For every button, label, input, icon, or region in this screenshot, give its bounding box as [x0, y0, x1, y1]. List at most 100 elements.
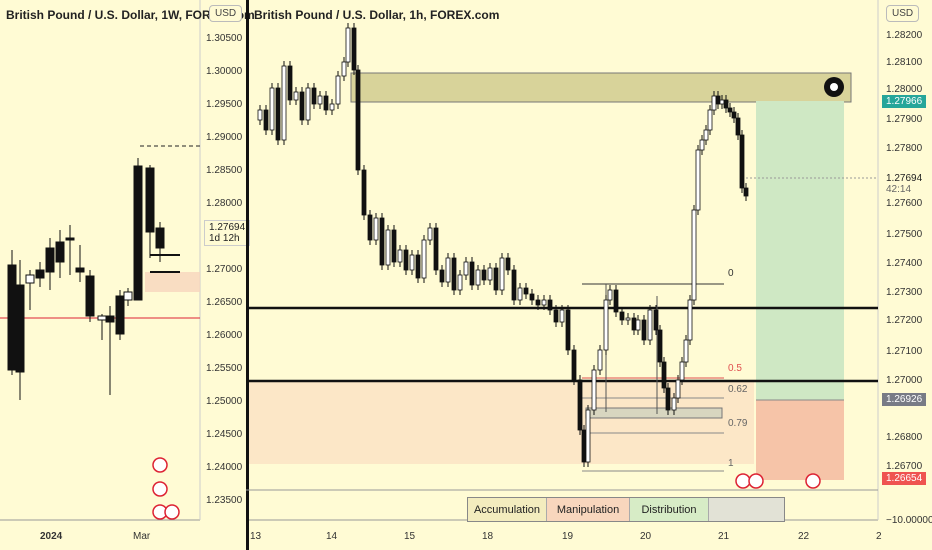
hourly-candle-body: [373, 217, 379, 241]
weekly-chart-pane[interactable]: British Pound / U.S. Dollar, 1W, FOREX.c…: [0, 0, 255, 550]
currency-button[interactable]: USD: [886, 5, 920, 22]
currency-button[interactable]: USD: [209, 5, 243, 22]
weekly-price-label: 1.30000: [206, 66, 243, 77]
hourly-candle-body: [625, 317, 631, 321]
weekly-candle-body: [25, 274, 35, 284]
hourly-candle-body: [505, 257, 511, 271]
hourly-candle-body: [683, 339, 689, 363]
weekly-candle-body: [75, 267, 85, 273]
phase-legend: Accumulation Manipulation Distribution: [467, 497, 785, 522]
hourly-candle-body: [603, 299, 609, 351]
hourly-candle-body: [631, 317, 637, 331]
hourly-candle-body: [511, 269, 517, 301]
hourly-candle-body: [559, 309, 565, 323]
hourly-candle-body: [619, 311, 625, 321]
hourly-candle-body: [445, 257, 451, 283]
hourly-price-label: 1.27000: [886, 375, 923, 386]
hourly-candle-body: [433, 227, 439, 271]
target-price-tag: 1.27966: [882, 95, 927, 108]
hourly-candle-body: [427, 227, 433, 241]
weekly-candle-body: [7, 264, 17, 371]
hourly-candle-body: [703, 129, 709, 141]
hourly-price-label: 1.27600: [886, 198, 923, 209]
hourly-date-label: 15: [404, 531, 416, 542]
hourly-candle-body: [299, 91, 305, 121]
weekly-candle-body: [45, 247, 55, 273]
hourly-date-label: 2: [876, 531, 882, 542]
hourly-candle-body: [341, 61, 347, 77]
hourly-price-label: 1.28000: [886, 84, 923, 95]
hourly-candle-body: [475, 269, 481, 286]
weekly-candle-body: [65, 237, 75, 241]
hourly-candle-body: [317, 95, 323, 105]
hourly-candle-body: [263, 109, 269, 131]
weekly-price-label: 1.27000: [206, 264, 243, 275]
weekly-candle-body: [85, 275, 95, 317]
weekly-price-label: 1.24000: [206, 462, 243, 473]
hourly-candle-body: [691, 209, 697, 301]
hourly-candle-body: [463, 261, 469, 276]
fib-label-0: 0: [728, 268, 734, 279]
entry-price-tag: 1.26926: [882, 393, 927, 406]
hourly-date-label: 13: [250, 531, 262, 542]
hourly-price-label: 1.26800: [886, 432, 923, 443]
hourly-candle-body: [647, 309, 653, 341]
hourly-candle-body: [687, 299, 693, 341]
hourly-candle-body: [403, 249, 409, 271]
hourly-price-label: 1.28200: [886, 30, 923, 41]
weekly-price-label: 1.26500: [206, 297, 243, 308]
hourly-candle-body: [607, 289, 613, 301]
hourly-date-label: 14: [326, 531, 338, 542]
weekly-chart-canvas[interactable]: [0, 0, 246, 550]
weekly-candle-body: [105, 315, 115, 323]
hourly-date-label: 19: [562, 531, 574, 542]
hourly-last-price-tag: 1.27694 42:14: [882, 172, 927, 196]
hourly-candle-body: [679, 361, 685, 381]
alert-icon: [152, 481, 168, 497]
hourly-candle-body: [723, 99, 729, 109]
weekly-price-label: 1.23500: [206, 495, 243, 506]
hourly-candle-body: [517, 287, 523, 301]
hourly-candle-body: [451, 257, 457, 291]
hourly-candle-body: [535, 299, 541, 306]
phase-accumulation: Accumulation: [468, 498, 547, 521]
hourly-candle-body: [281, 65, 287, 141]
weekly-candle-body: [55, 241, 65, 263]
hourly-candle-body: [739, 134, 745, 189]
hourly-candle-body: [547, 299, 553, 311]
hourly-candle-body: [635, 319, 641, 331]
weekly-candle-body: [115, 295, 125, 335]
alert-icon: [805, 473, 821, 489]
hourly-price-label: 1.27800: [886, 143, 923, 154]
hourly-price-label: 1.27100: [886, 346, 923, 357]
weekly-price-label: 1.25500: [206, 363, 243, 374]
alert-icon: [164, 504, 180, 520]
hourly-candle-body: [727, 107, 733, 113]
hourly-candle-body: [719, 99, 725, 105]
hourly-candle-body: [665, 387, 671, 411]
weekly-price-label: 1.28500: [206, 165, 243, 176]
weekly-price-label: 1.28000: [206, 198, 243, 209]
phase-blank: [709, 498, 784, 521]
hourly-candle-body: [671, 397, 677, 411]
hourly-candle-body: [653, 309, 659, 331]
hourly-candle-body: [613, 289, 619, 313]
hourly-candle-body: [661, 361, 667, 389]
hourly-candle-body: [421, 239, 427, 279]
zone-rect: [145, 272, 200, 292]
pane-divider[interactable]: [246, 0, 249, 550]
weekly-candle-body: [133, 165, 143, 301]
weekly-candle-body: [155, 227, 165, 249]
hourly-candle-body: [715, 95, 721, 105]
supply-zone: [350, 72, 852, 103]
hourly-candle-body: [591, 369, 597, 411]
weekly-candle-body: [35, 269, 45, 279]
hourly-candle-body: [379, 217, 385, 266]
hourly-candle-body: [577, 379, 583, 431]
stop-price-tag: 1.26654: [882, 472, 927, 485]
hourly-price-label: 1.27300: [886, 287, 923, 298]
hourly-date-label: 20: [640, 531, 652, 542]
hourly-candle-body: [675, 379, 681, 399]
hourly-chart-pane[interactable]: British Pound / U.S. Dollar, 1h, FOREX.c…: [246, 0, 932, 550]
hourly-chart-canvas[interactable]: [246, 0, 932, 550]
